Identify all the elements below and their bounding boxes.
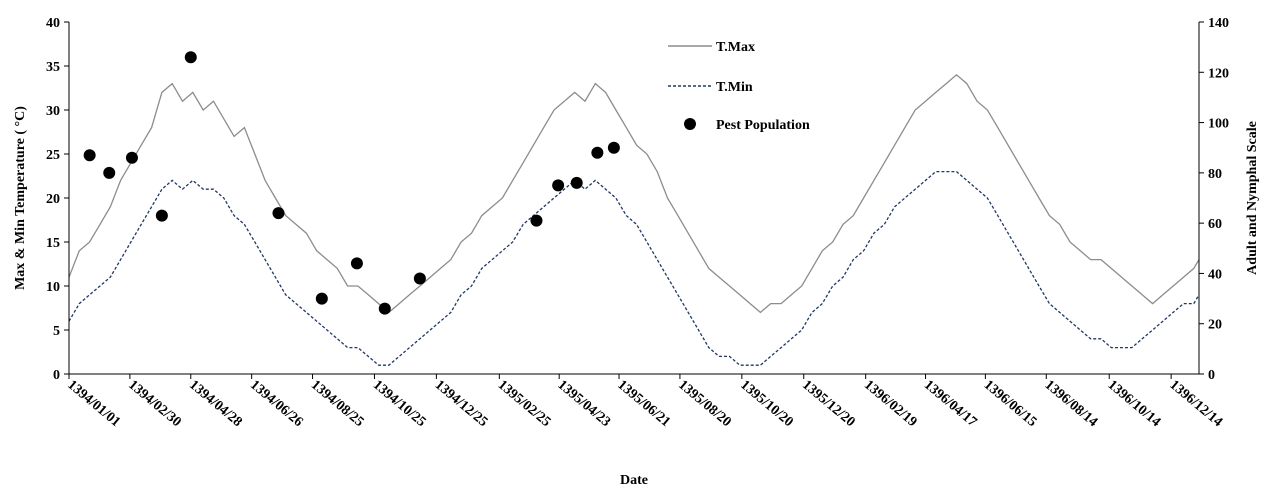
x-tick-label: 1396/08/14 (1042, 378, 1101, 430)
x-tick-label: 1396/02/19 (861, 378, 920, 430)
pest-population-point (530, 214, 543, 227)
x-tick-label: 1394/02/30 (125, 378, 184, 430)
x-tick-label: 1396/06/15 (981, 378, 1040, 430)
series-line-t-min (68, 170, 1200, 366)
pest-population-point (378, 302, 391, 315)
pest-population-point (591, 146, 604, 159)
y-right-tick-label: 40 (1208, 267, 1222, 282)
x-tick-label: 1396/04/17 (921, 378, 980, 430)
pest-population-point (103, 166, 116, 179)
y-right-tick-label: 20 (1208, 318, 1222, 333)
pest-population-point (83, 149, 96, 162)
axes: 0 5 10 15 20 25 30 35 40 0 20 40 60 80 100 120 140 1394/0… (46, 16, 1229, 430)
x-tick-label: 1395/04/23 (555, 378, 614, 430)
x-tick-label: 1396/10/14 (1105, 378, 1164, 430)
x-tick-label: 1396/12/14 (1167, 378, 1226, 430)
pest-population-point (155, 209, 168, 222)
legend-pest-label: Pest Population (716, 118, 810, 133)
x-tick-label: 1395/08/20 (675, 378, 734, 430)
y-right-tick-label: 140 (1208, 16, 1229, 31)
y-left-tick-label: 20 (46, 192, 60, 207)
y-right-tick-label: 80 (1208, 167, 1222, 182)
legend-tmax-label: T.Max (716, 40, 755, 55)
legend-tmin-label: T.Min (716, 80, 753, 95)
y-left-tick-label: 15 (46, 236, 60, 251)
y-left-tick-label: 40 (46, 16, 60, 31)
x-tick-label: 1394/12/25 (432, 378, 491, 430)
pest-population-point (125, 151, 138, 164)
x-tick-label: 1394/08/25 (308, 378, 367, 430)
y-right-tick-label: 60 (1208, 217, 1222, 232)
pest-population-point (350, 257, 363, 270)
y-left-tick-label: 25 (46, 148, 60, 163)
x-tick-label: 1394/10/25 (370, 378, 429, 430)
pest-population-point (570, 176, 583, 189)
x-axis-title: Date (620, 473, 648, 488)
pest-population-point (552, 179, 565, 192)
pest-population-point (413, 272, 426, 285)
y-axis-left-title: Max & Min Temperature ( °C) (13, 106, 28, 290)
y-axis-right-title: Adult and Nymphal Scale (1245, 121, 1260, 275)
legend: T.Max T.Min Pest Population (668, 40, 810, 133)
y-left-tick-label: 10 (46, 280, 60, 295)
y-left-tick-label: 0 (53, 368, 60, 383)
y-left-tick-label: 35 (46, 60, 60, 75)
pest-population-point (607, 141, 620, 154)
plot-area (68, 51, 1200, 366)
y-right-tick-label: 100 (1208, 117, 1229, 132)
legend-pest-swatch (684, 118, 696, 130)
pest-population-point (184, 51, 197, 64)
x-tick-label: 1395/12/20 (799, 378, 858, 430)
x-tick-label: 1395/10/20 (737, 378, 796, 430)
x-tick-label: 1394/04/28 (186, 378, 245, 430)
x-tick-label: 1395/02/25 (495, 378, 554, 430)
pest-population-point (315, 292, 328, 305)
x-tick-label: 1395/06/21 (614, 378, 673, 430)
y-left-tick-label: 30 (46, 104, 60, 119)
y-left-tick-label: 5 (53, 324, 60, 339)
x-tick-label: 1394/06/26 (247, 378, 306, 430)
series-line-t-max (68, 73, 1200, 314)
pest-population-point (272, 207, 285, 220)
y-right-tick-label: 120 (1208, 66, 1229, 81)
y-right-tick-label: 0 (1208, 368, 1215, 383)
x-tick-label: 1394/01/01 (64, 378, 123, 430)
